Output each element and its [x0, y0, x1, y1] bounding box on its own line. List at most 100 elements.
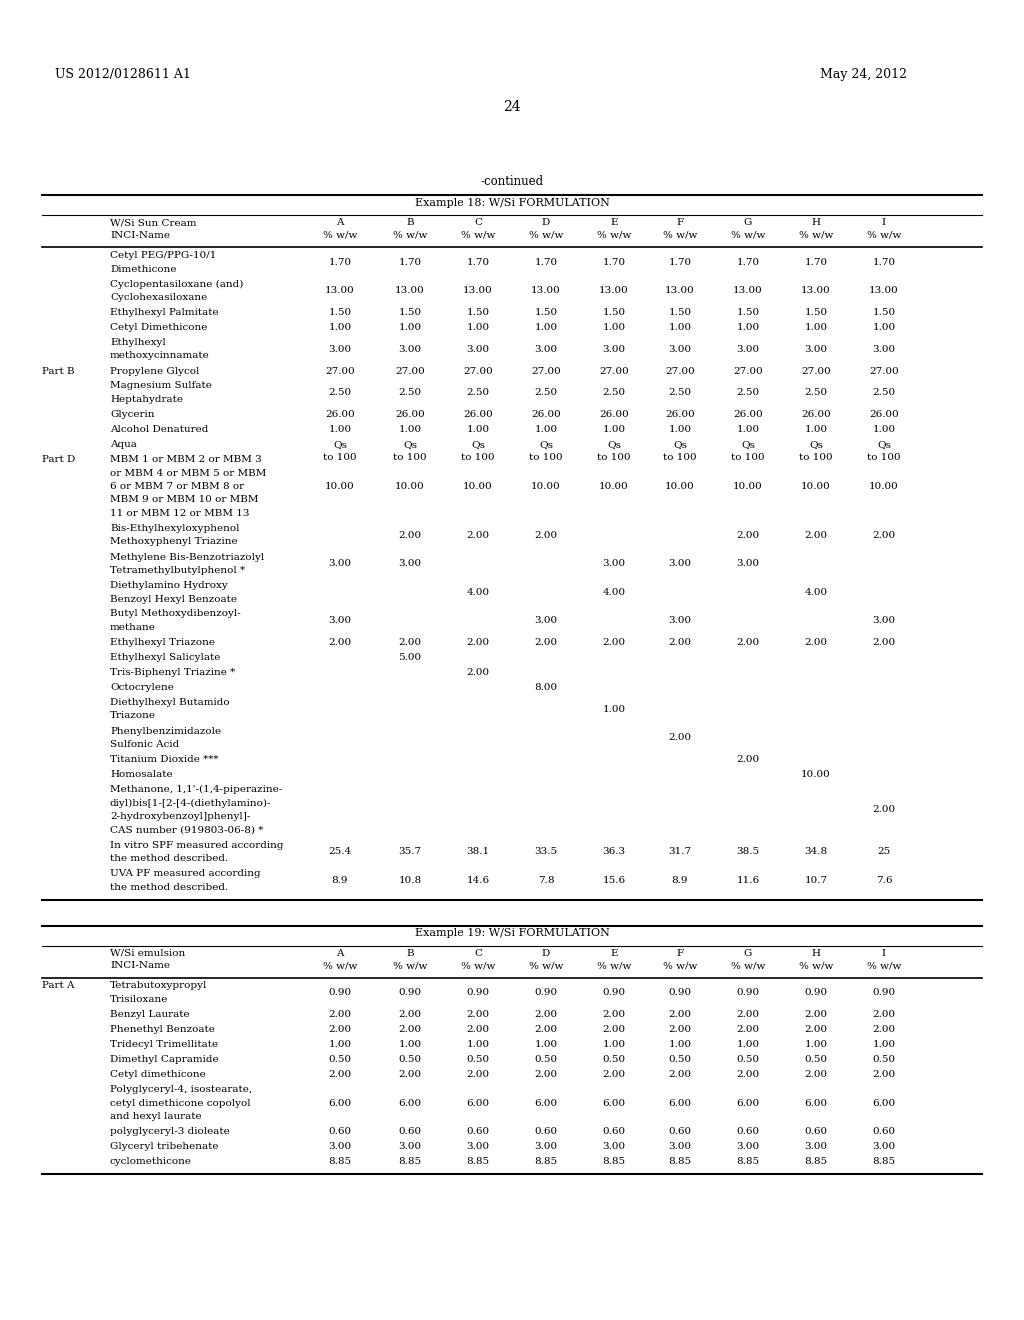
Text: 27.00: 27.00	[531, 367, 561, 375]
Text: 6.00: 6.00	[805, 1098, 827, 1107]
Text: % w/w: % w/w	[866, 231, 901, 240]
Text: 27.00: 27.00	[326, 367, 355, 375]
Text: B: B	[407, 218, 414, 227]
Text: Qs: Qs	[673, 440, 687, 449]
Text: % w/w: % w/w	[731, 961, 765, 970]
Text: 26.00: 26.00	[599, 411, 629, 418]
Text: 1.70: 1.70	[805, 257, 827, 267]
Text: % w/w: % w/w	[393, 231, 427, 240]
Text: F: F	[677, 949, 684, 957]
Text: Qs: Qs	[877, 440, 891, 449]
Text: 2.00: 2.00	[872, 805, 896, 814]
Text: Ethylhexyl Triazone: Ethylhexyl Triazone	[110, 638, 215, 647]
Text: 1.70: 1.70	[736, 257, 760, 267]
Text: G: G	[743, 949, 753, 957]
Text: 3.00: 3.00	[535, 345, 557, 354]
Text: 2.50: 2.50	[535, 388, 557, 397]
Text: % w/w: % w/w	[799, 961, 834, 970]
Text: CAS number (919803-06-8) *: CAS number (919803-06-8) *	[110, 825, 263, 834]
Text: 27.00: 27.00	[395, 367, 425, 375]
Text: 2.00: 2.00	[398, 531, 422, 540]
Text: 8.85: 8.85	[602, 1158, 626, 1166]
Text: 0.50: 0.50	[736, 1055, 760, 1064]
Text: 27.00: 27.00	[733, 367, 763, 375]
Text: 1.70: 1.70	[602, 257, 626, 267]
Text: 11 or MBM 12 or MBM 13: 11 or MBM 12 or MBM 13	[110, 510, 250, 517]
Text: 2.00: 2.00	[805, 1010, 827, 1019]
Text: % w/w: % w/w	[461, 231, 496, 240]
Text: cetyl dimethicone copolyol: cetyl dimethicone copolyol	[110, 1098, 251, 1107]
Text: to 100: to 100	[529, 454, 563, 462]
Text: 26.00: 26.00	[463, 411, 493, 418]
Text: 2.00: 2.00	[467, 531, 489, 540]
Text: 2.00: 2.00	[398, 638, 422, 647]
Text: 11.6: 11.6	[736, 875, 760, 884]
Text: % w/w: % w/w	[731, 231, 765, 240]
Text: 2.00: 2.00	[872, 1026, 896, 1034]
Text: 1.70: 1.70	[669, 257, 691, 267]
Text: Polyglyceryl-4, isostearate,: Polyglyceryl-4, isostearate,	[110, 1085, 252, 1094]
Text: 13.00: 13.00	[326, 286, 355, 296]
Text: 1.00: 1.00	[602, 425, 626, 434]
Text: 4.00: 4.00	[805, 587, 827, 597]
Text: 0.60: 0.60	[398, 1127, 422, 1137]
Text: 6.00: 6.00	[467, 1098, 489, 1107]
Text: 3.00: 3.00	[602, 345, 626, 354]
Text: % w/w: % w/w	[528, 961, 563, 970]
Text: I: I	[882, 218, 886, 227]
Text: 3.00: 3.00	[467, 345, 489, 354]
Text: 1.50: 1.50	[669, 308, 691, 317]
Text: H: H	[811, 949, 820, 957]
Text: 13.00: 13.00	[463, 286, 493, 296]
Text: Aqua: Aqua	[110, 440, 137, 449]
Text: Methanone, 1,1'-(1,4-piperazine-: Methanone, 1,1'-(1,4-piperazine-	[110, 785, 283, 795]
Text: diyl)bis[1-[2-[4-(diethylamino)-: diyl)bis[1-[2-[4-(diethylamino)-	[110, 799, 271, 808]
Text: B: B	[407, 949, 414, 957]
Text: 25: 25	[878, 847, 891, 857]
Text: 1.50: 1.50	[872, 308, 896, 317]
Text: 3.00: 3.00	[398, 560, 422, 568]
Text: 10.00: 10.00	[801, 482, 830, 491]
Text: 13.00: 13.00	[801, 286, 830, 296]
Text: 27.00: 27.00	[463, 367, 493, 375]
Text: D: D	[542, 949, 550, 957]
Text: 26.00: 26.00	[531, 411, 561, 418]
Text: 6 or MBM 7 or MBM 8 or: 6 or MBM 7 or MBM 8 or	[110, 482, 244, 491]
Text: Sulfonic Acid: Sulfonic Acid	[110, 741, 179, 748]
Text: 3.00: 3.00	[805, 1142, 827, 1151]
Text: Titanium Dioxide ***: Titanium Dioxide ***	[110, 755, 218, 764]
Text: 2.00: 2.00	[669, 638, 691, 647]
Text: 6.00: 6.00	[736, 1098, 760, 1107]
Text: 3.00: 3.00	[329, 345, 351, 354]
Text: Cyclohexasiloxane: Cyclohexasiloxane	[110, 293, 207, 302]
Text: 2.00: 2.00	[467, 1026, 489, 1034]
Text: W/Si emulsion: W/Si emulsion	[110, 949, 185, 957]
Text: 27.00: 27.00	[666, 367, 695, 375]
Text: 7.6: 7.6	[876, 875, 892, 884]
Text: Cetyl Dimethicone: Cetyl Dimethicone	[110, 323, 208, 333]
Text: 2.50: 2.50	[872, 388, 896, 397]
Text: 2.00: 2.00	[805, 1026, 827, 1034]
Text: 10.00: 10.00	[463, 482, 493, 491]
Text: Octocrylene: Octocrylene	[110, 682, 174, 692]
Text: 2.00: 2.00	[872, 638, 896, 647]
Text: 0.50: 0.50	[535, 1055, 557, 1064]
Text: 6.00: 6.00	[398, 1098, 422, 1107]
Text: 2.00: 2.00	[467, 668, 489, 677]
Text: 2.00: 2.00	[535, 531, 557, 540]
Text: I: I	[882, 949, 886, 957]
Text: % w/w: % w/w	[597, 961, 631, 970]
Text: Heptahydrate: Heptahydrate	[110, 395, 183, 404]
Text: 0.90: 0.90	[398, 989, 422, 997]
Text: 2.00: 2.00	[602, 1071, 626, 1078]
Text: Qs: Qs	[809, 440, 823, 449]
Text: 2.00: 2.00	[329, 1071, 351, 1078]
Text: 8.85: 8.85	[736, 1158, 760, 1166]
Text: 1.00: 1.00	[805, 1040, 827, 1049]
Text: 3.00: 3.00	[736, 345, 760, 354]
Text: 6.00: 6.00	[329, 1098, 351, 1107]
Text: 27.00: 27.00	[801, 367, 830, 375]
Text: 1.00: 1.00	[398, 425, 422, 434]
Text: MBM 1 or MBM 2 or MBM 3: MBM 1 or MBM 2 or MBM 3	[110, 455, 262, 465]
Text: 6.00: 6.00	[535, 1098, 557, 1107]
